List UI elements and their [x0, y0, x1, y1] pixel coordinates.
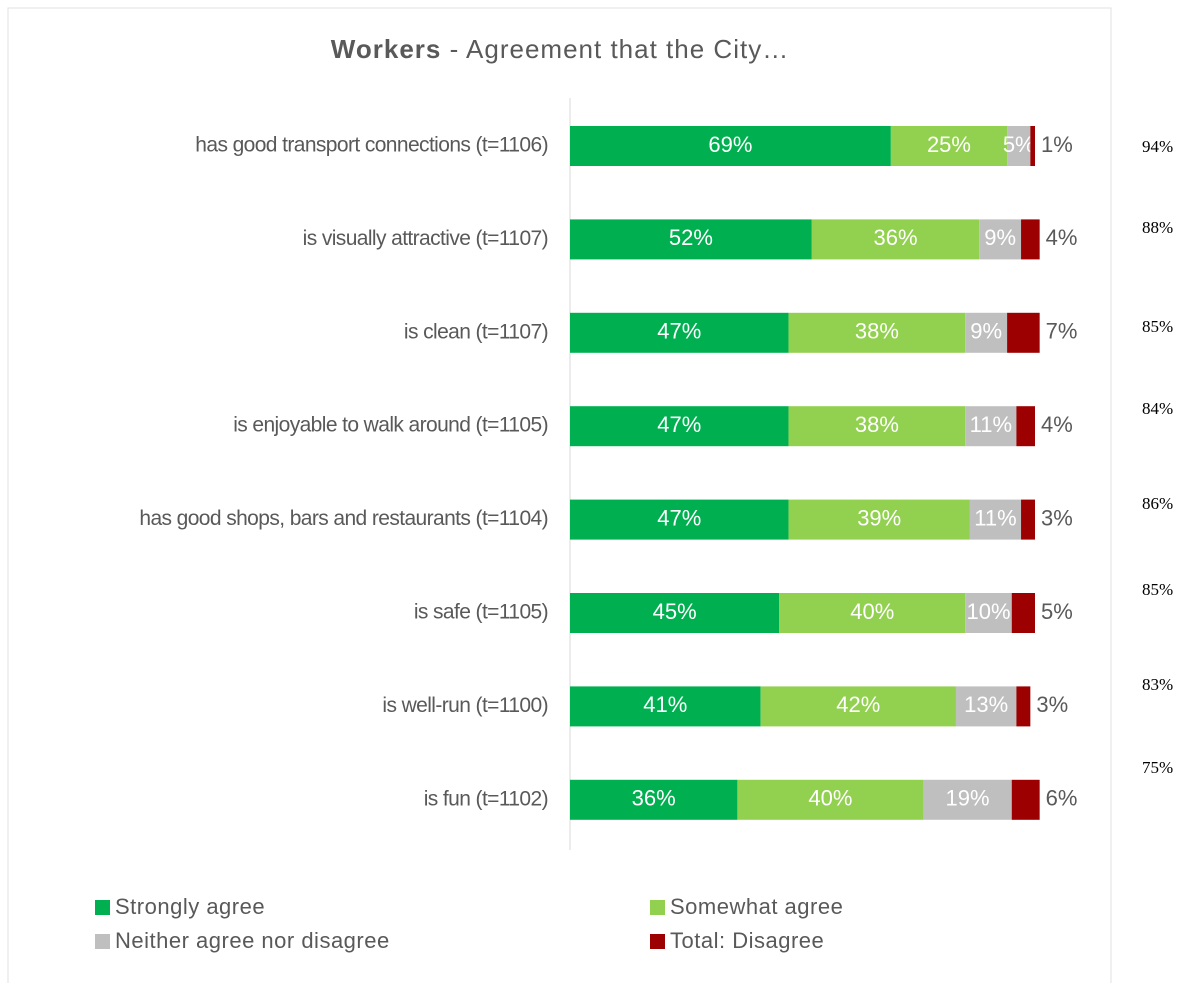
data-label: 47%	[657, 412, 701, 437]
chart-border	[7, 7, 1112, 983]
bar-segment	[1021, 499, 1035, 540]
data-label: 19%	[946, 786, 990, 811]
category-label: has good transport connections (t=1106)	[195, 134, 548, 157]
total-label: 75%	[1142, 758, 1173, 777]
category-label: is enjoyable to walk around (t=1105)	[233, 414, 548, 437]
data-label: 11%	[974, 505, 1016, 530]
data-label: 4%	[1041, 412, 1073, 437]
bar-segment	[969, 499, 1022, 540]
bar-segment	[570, 499, 789, 540]
category-label: is safe (t=1105)	[414, 601, 548, 624]
data-label: 9%	[970, 319, 1002, 344]
title-rest: - Agreement that the City…	[450, 34, 790, 64]
category-label: is clean (t=1107)	[404, 320, 548, 343]
total-label: 84%	[1142, 399, 1173, 418]
bar-segment	[570, 126, 891, 166]
category-label: is well-run (t=1100)	[382, 694, 548, 717]
bar-segment	[965, 593, 1012, 633]
chart-title: Workers - Agreement that the City…	[331, 34, 789, 64]
data-label: 4%	[1046, 225, 1078, 250]
bar-segment	[1007, 126, 1031, 166]
data-label: 6%	[1046, 786, 1078, 811]
legend-label: Total: Disagree	[670, 928, 824, 953]
data-label: 1%	[1041, 132, 1073, 157]
category-label: is fun (t=1102)	[424, 787, 548, 810]
bar-segment	[955, 686, 1017, 727]
data-label: 10%	[966, 599, 1010, 624]
legend-label: Neither agree nor disagree	[115, 928, 390, 953]
bar-segment	[570, 593, 780, 633]
bar-segment	[965, 312, 1008, 353]
bar-segment	[1021, 219, 1040, 260]
bar-segment	[779, 593, 966, 633]
data-label: 7%	[1046, 319, 1078, 344]
data-label: 36%	[632, 786, 676, 811]
bar-segment	[965, 406, 1017, 447]
data-label: 40%	[808, 786, 852, 811]
legend-label: Somewhat agree	[670, 894, 843, 919]
bar-segment	[788, 312, 966, 353]
data-label: 36%	[873, 225, 917, 250]
total-label: 83%	[1142, 675, 1173, 694]
bar-segment	[788, 406, 966, 447]
data-label: 47%	[657, 319, 701, 344]
title-bold: Workers	[331, 34, 442, 64]
data-label: 41%	[643, 692, 687, 717]
bar-segment	[570, 312, 789, 353]
data-label: 40%	[850, 599, 894, 624]
legend-swatch	[95, 900, 110, 915]
data-label: 13%	[964, 692, 1008, 717]
data-label: 5%	[1003, 132, 1035, 157]
data-label: 9%	[984, 225, 1016, 250]
legend-label: Strongly agree	[115, 894, 265, 919]
data-label: 25%	[927, 132, 971, 157]
data-label: 38%	[855, 319, 899, 344]
total-label: 85%	[1142, 317, 1173, 336]
data-label: 39%	[857, 505, 901, 530]
bar-segment	[890, 126, 1008, 166]
total-label: 85%	[1142, 580, 1173, 599]
legend-swatch	[650, 934, 665, 949]
data-label: 47%	[657, 505, 701, 530]
total-label: 86%	[1142, 494, 1173, 513]
data-label: 38%	[855, 412, 899, 437]
data-label: 3%	[1036, 692, 1068, 717]
bar-segment	[1011, 593, 1035, 633]
bar-segment	[570, 219, 812, 260]
total-label: 94%	[1142, 137, 1173, 156]
bar-segment	[811, 219, 980, 260]
total-label: 88%	[1142, 218, 1173, 237]
data-label: 69%	[708, 132, 752, 157]
bar-segment	[979, 219, 1022, 260]
bar-segment	[1011, 779, 1040, 820]
bar-segment	[737, 779, 924, 820]
bar-segment	[788, 499, 970, 540]
bar-segment	[760, 686, 956, 727]
data-label: 11%	[970, 412, 1012, 437]
data-label: 5%	[1041, 599, 1073, 624]
bar-segment	[1016, 406, 1035, 447]
data-label: 42%	[836, 692, 880, 717]
legend-swatch	[95, 934, 110, 949]
bar-segment	[570, 779, 738, 820]
bar-segment	[570, 406, 789, 447]
bar-segment	[570, 686, 761, 727]
category-label: has good shops, bars and restaurants (t=…	[139, 507, 548, 530]
bar-segment	[1016, 686, 1031, 727]
legend-swatch	[650, 900, 665, 915]
bar-segment	[1030, 126, 1035, 166]
bar-segment	[1007, 312, 1040, 353]
category-label: is visually attractive (t=1107)	[303, 227, 548, 250]
data-label: 3%	[1041, 505, 1073, 530]
data-label: 52%	[669, 225, 713, 250]
bar-segment	[923, 779, 1012, 820]
data-label: 45%	[653, 599, 697, 624]
